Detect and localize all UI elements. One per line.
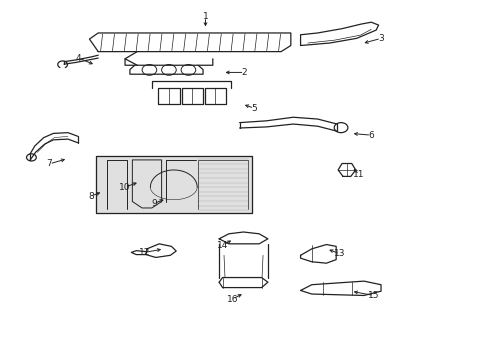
Text: 3: 3 xyxy=(377,34,383,43)
Text: 15: 15 xyxy=(367,291,379,300)
Text: 16: 16 xyxy=(226,294,238,303)
Text: 7: 7 xyxy=(46,159,52,168)
Text: 5: 5 xyxy=(251,104,257,113)
Text: 13: 13 xyxy=(333,249,345,258)
Text: 12: 12 xyxy=(139,248,150,257)
Text: 4: 4 xyxy=(76,54,81,63)
Text: 8: 8 xyxy=(88,192,94,201)
Text: 9: 9 xyxy=(151,199,157,208)
Bar xyxy=(96,156,251,213)
Text: 14: 14 xyxy=(216,241,228,250)
Text: 6: 6 xyxy=(367,131,373,140)
Text: 1: 1 xyxy=(202,12,208,21)
Text: 11: 11 xyxy=(353,170,364,179)
Text: 10: 10 xyxy=(119,183,130,192)
Text: 2: 2 xyxy=(241,68,247,77)
